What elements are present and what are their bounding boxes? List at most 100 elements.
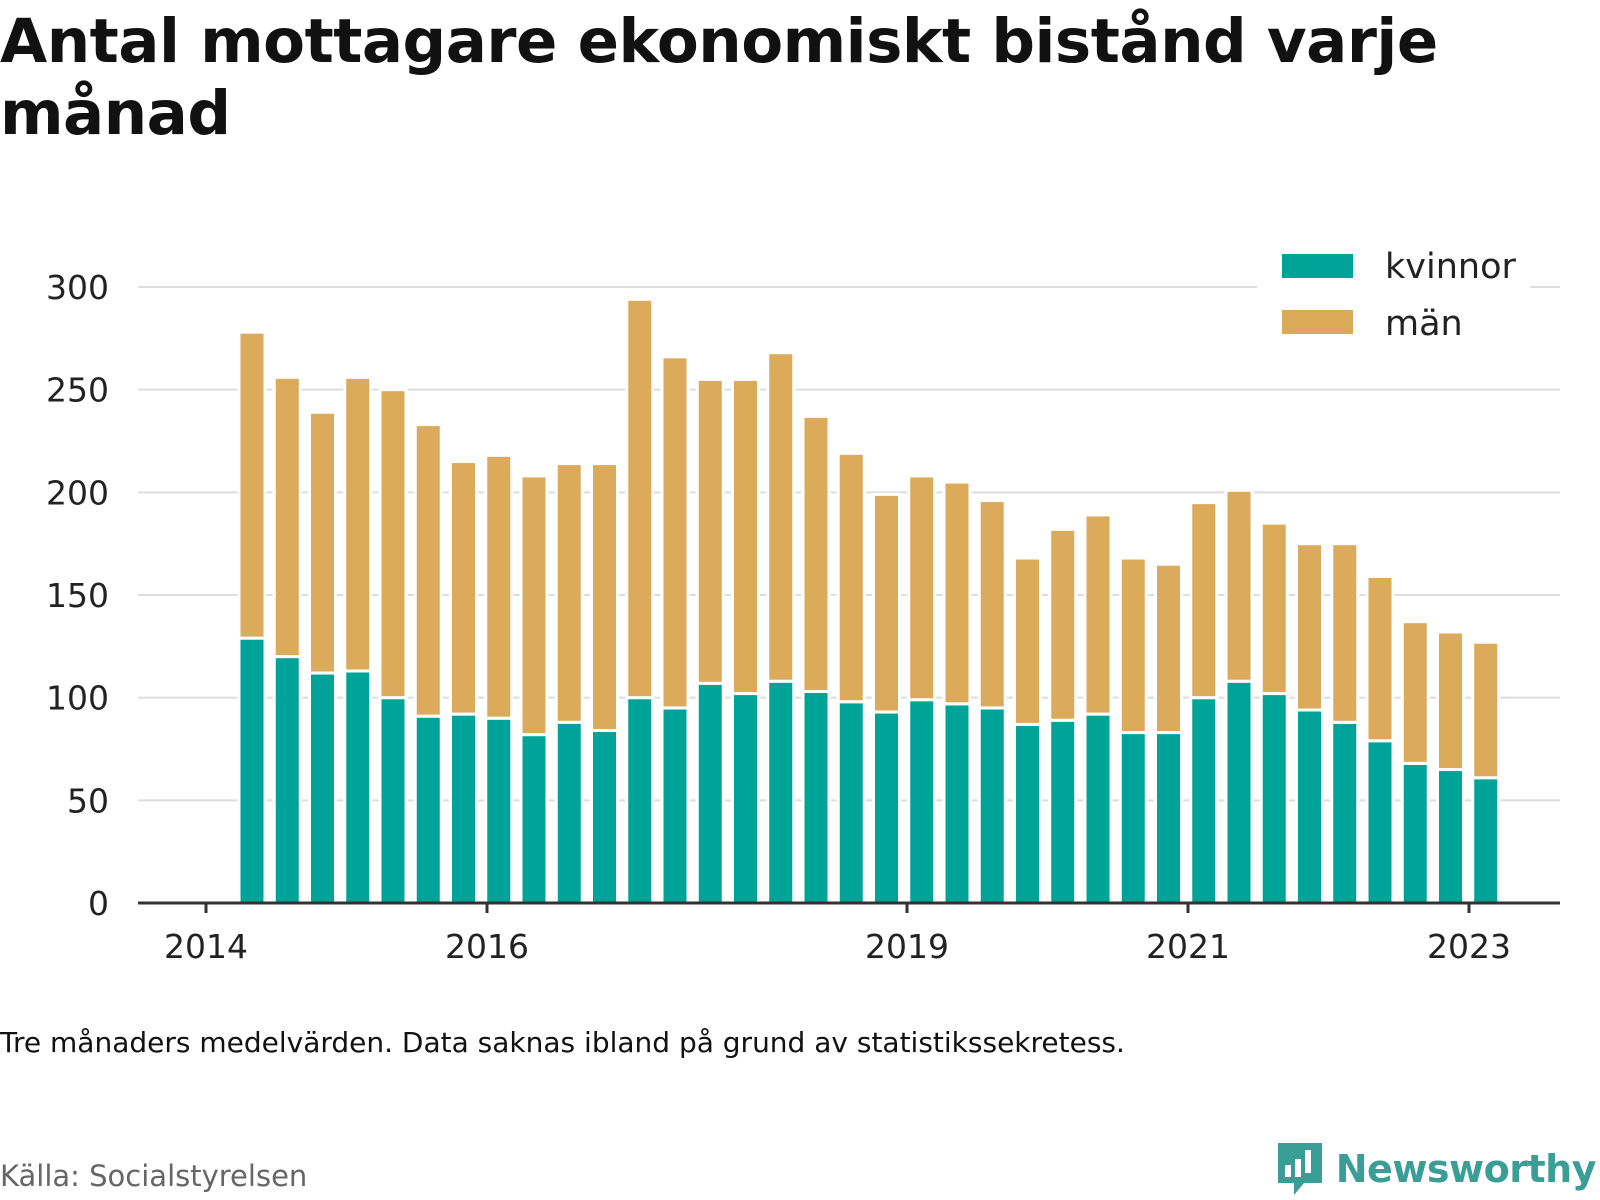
bar-man	[1436, 630, 1465, 772]
y-tick-label: 200	[46, 473, 109, 512]
bar-kvinnor	[590, 729, 619, 905]
y-tick-label: 250	[46, 371, 109, 410]
bar-kvinnor	[272, 655, 302, 905]
x-tick-label: 2019	[865, 927, 949, 966]
bar-man	[484, 453, 514, 720]
bar-man	[1224, 488, 1254, 683]
bar-man	[237, 330, 267, 640]
bar-man	[554, 462, 584, 724]
bar-man	[413, 423, 443, 718]
bar-kvinnor	[836, 700, 866, 905]
legend-label-man: män	[1385, 304, 1463, 344]
bar-kvinnor	[1471, 776, 1501, 905]
bar-man	[449, 460, 478, 716]
bar-man	[1330, 542, 1360, 724]
x-tick-label: 2014	[164, 927, 248, 966]
x-axis	[138, 901, 1560, 913]
brand-name: Newsworthy	[1335, 1147, 1597, 1191]
y-tick-label: 0	[88, 884, 109, 923]
bar-man	[1365, 575, 1395, 743]
legend-swatch-man	[1282, 310, 1353, 334]
bar-man	[660, 355, 690, 710]
bar-kvinnor	[731, 692, 760, 905]
bar-kvinnor	[484, 716, 514, 905]
bar-man	[1048, 527, 1078, 722]
bar-man	[872, 492, 901, 714]
bar-kvinnor	[1154, 731, 1183, 905]
bar-kvinnor	[1436, 768, 1465, 905]
bar-kvinnor	[1189, 696, 1219, 905]
bar-kvinnor	[907, 698, 937, 905]
bar-kvinnor	[942, 702, 972, 905]
bar-man	[766, 351, 796, 683]
chart-title: Antal mottagare ekonomiskt bistånd varje…	[0, 6, 1438, 149]
bar-man	[695, 377, 725, 685]
bar-kvinnor	[449, 712, 478, 905]
bar-kvinnor	[1295, 708, 1324, 905]
bar-man	[590, 462, 619, 733]
bar-kvinnor	[660, 706, 690, 905]
bar-man	[519, 474, 549, 737]
bar-man	[1154, 562, 1183, 735]
bar-kvinnor	[343, 669, 373, 905]
y-axis-labels: 0 50 100 150 200 250 300	[46, 268, 109, 923]
bar-kvinnor	[1118, 731, 1148, 905]
bar-man	[977, 499, 1007, 710]
x-tick-label: 2023	[1427, 927, 1511, 966]
x-axis-labels: 2014 2016 2019 2021 2023	[164, 927, 1511, 966]
bars	[237, 297, 1501, 905]
x-tick-label: 2021	[1146, 927, 1230, 966]
bar-man	[942, 480, 972, 706]
source-label: Källa: Socialstyrelsen	[0, 1159, 308, 1193]
bar-man	[308, 410, 337, 675]
bar-kvinnor	[1083, 712, 1113, 905]
y-tick-label: 300	[46, 268, 109, 307]
bar-kvinnor	[872, 710, 901, 905]
brand-logo: Newsworthy	[1274, 1141, 1597, 1197]
bar-kvinnor	[625, 696, 655, 905]
bar-kvinnor	[308, 671, 337, 905]
bar-kvinnor	[766, 679, 796, 905]
bar-kvinnor	[554, 720, 584, 905]
bar-kvinnor	[378, 696, 408, 905]
bar-kvinnor	[519, 733, 549, 905]
legend: kvinnor män	[1257, 242, 1530, 344]
bar-man	[1013, 556, 1042, 726]
bar-man	[378, 388, 408, 700]
bar-chart-speech-bubble-icon	[1277, 1143, 1322, 1195]
bar-man	[1259, 521, 1289, 696]
bar-man	[1118, 556, 1148, 735]
bar-man	[907, 474, 937, 702]
bar-man	[1189, 501, 1219, 700]
bar-man	[1083, 513, 1113, 716]
bar-kvinnor	[1048, 718, 1078, 905]
y-tick-label: 150	[46, 576, 109, 615]
bar-kvinnor	[1400, 761, 1430, 905]
bar-kvinnor	[1013, 722, 1042, 905]
bar-man	[801, 414, 831, 694]
bar-man	[625, 297, 655, 700]
bar-man	[731, 377, 760, 696]
bar-man	[1295, 542, 1324, 712]
bar-man	[836, 451, 866, 704]
bar-man	[1471, 640, 1501, 780]
bar-kvinnor	[413, 714, 443, 905]
legend-swatch-kvinnor	[1282, 254, 1353, 278]
bar-kvinnor	[1365, 739, 1395, 905]
x-tick-label: 2016	[445, 927, 529, 966]
bar-man	[272, 375, 302, 659]
y-tick-label: 50	[67, 781, 109, 820]
y-tick-label: 100	[46, 679, 109, 718]
bar-kvinnor	[237, 636, 267, 905]
bar-kvinnor	[1224, 679, 1254, 905]
bar-kvinnor	[977, 706, 1007, 905]
bar-man	[1400, 620, 1430, 765]
bar-kvinnor	[801, 690, 831, 905]
bar-kvinnor	[1259, 692, 1289, 905]
chart-note: Tre månaders medelvärden. Data saknas ib…	[0, 1026, 1125, 1059]
bar-kvinnor	[1330, 720, 1360, 905]
bar-man	[343, 375, 373, 673]
legend-label-kvinnor: kvinnor	[1385, 247, 1516, 287]
bar-kvinnor	[695, 681, 725, 905]
